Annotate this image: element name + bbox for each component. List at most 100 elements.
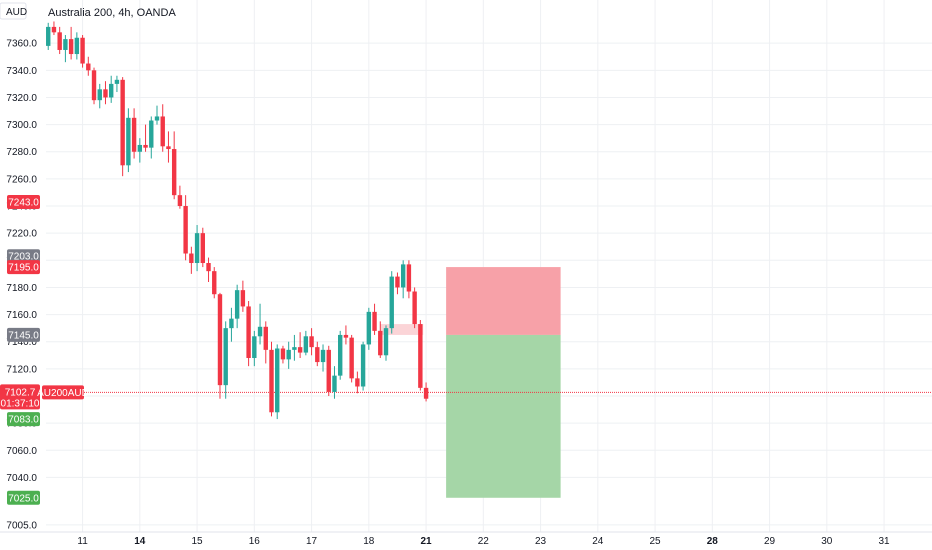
time-tick-label: 30 xyxy=(821,536,833,547)
candle-body xyxy=(412,291,417,325)
price-tick-label: 7280.0 xyxy=(6,147,37,158)
currency-box[interactable] xyxy=(0,2,27,20)
price-badge-text: 7083.0 xyxy=(8,415,39,426)
candle-body xyxy=(252,336,257,359)
time-tick-label: 29 xyxy=(764,536,776,547)
candle-body xyxy=(389,276,394,329)
price-badge-text: 7243.0 xyxy=(8,197,39,208)
candle-body xyxy=(229,318,234,329)
candle-body xyxy=(275,348,280,413)
price-badge-bg xyxy=(7,490,40,505)
price-badge-bg xyxy=(7,260,40,275)
price-badge-red[interactable]: 7243.0 xyxy=(7,194,40,209)
candle-down xyxy=(343,325,349,345)
candle-body xyxy=(137,144,143,152)
current-price-text: 7102.7 xyxy=(5,387,36,398)
candle-up xyxy=(137,138,143,163)
candle-down xyxy=(240,280,246,312)
time-tick-label: 22 xyxy=(478,536,490,547)
candle-body xyxy=(423,387,429,399)
resistance-zone[interactable] xyxy=(380,324,424,335)
candle-body xyxy=(160,116,165,147)
candle-up xyxy=(360,341,366,391)
candlestick-series xyxy=(46,21,429,420)
candle-down xyxy=(91,67,97,105)
candle-down xyxy=(280,345,286,364)
price-badge-green[interactable]: 7083.0 xyxy=(7,412,40,427)
symbol-badge-text: AU200AUD xyxy=(37,388,89,399)
take-profit-zone[interactable] xyxy=(446,334,561,498)
candle-body xyxy=(114,79,120,84)
candle-down xyxy=(349,334,354,383)
candle-body xyxy=(109,83,114,98)
candle-body xyxy=(297,347,303,353)
price-badge-gray[interactable]: 7203.0 xyxy=(7,249,40,264)
symbol-badge-bg xyxy=(42,385,84,400)
candle-body xyxy=(223,328,228,386)
candle-down xyxy=(103,81,108,105)
candle-body xyxy=(418,324,423,388)
candle-body xyxy=(269,349,274,413)
price-tick-label: 7060.0 xyxy=(6,446,37,457)
time-axis[interactable]: 11 14 15 16 17 18 21 22 23 24 25 28 29 30 31 xyxy=(77,536,890,547)
candle-body xyxy=(177,195,183,207)
candle-down xyxy=(418,320,423,391)
candle-body xyxy=(332,375,337,392)
candle-down xyxy=(200,227,205,268)
price-tick-label: 7160.0 xyxy=(6,310,37,321)
candle-body xyxy=(80,37,85,64)
price-tick-label: 7320.0 xyxy=(6,93,37,104)
price-badge-gray[interactable]: 7145.0 xyxy=(7,327,40,342)
time-tick-label: 18 xyxy=(363,536,375,547)
price-badge-green[interactable]: 7025.0 xyxy=(7,490,40,505)
price-tick-label: 7005.0 xyxy=(6,520,37,531)
candle-body xyxy=(46,26,51,46)
candle-up xyxy=(286,341,291,369)
stop-loss-zone[interactable] xyxy=(446,267,561,335)
currency-label[interactable]: AUD xyxy=(6,7,27,18)
candle-up xyxy=(97,83,102,109)
candle-up xyxy=(234,284,240,329)
candle-down xyxy=(378,321,383,359)
candle-up xyxy=(194,225,200,272)
candle-body xyxy=(360,344,366,387)
price-badge-text: 7203.0 xyxy=(8,252,39,263)
candle-down xyxy=(68,26,74,60)
time-tick-label: 31 xyxy=(879,536,891,547)
candle-body xyxy=(183,206,188,254)
price-tick-label: 7300.0 xyxy=(6,120,37,131)
candle-body xyxy=(355,378,360,387)
chart-grid xyxy=(46,0,932,532)
candle-body xyxy=(212,271,217,295)
candle-body xyxy=(326,349,331,392)
candle-body xyxy=(378,330,383,356)
price-badge-red[interactable]: 7195.0 xyxy=(7,260,40,275)
candle-down xyxy=(315,341,320,367)
candle-down xyxy=(131,108,137,159)
candle-up xyxy=(366,307,372,350)
candle-down xyxy=(406,260,412,299)
candle-down xyxy=(395,272,400,295)
candle-body xyxy=(383,328,389,356)
candle-up xyxy=(320,344,326,372)
time-tick-label: 11 xyxy=(77,536,88,547)
candle-body xyxy=(372,311,377,331)
candle-body xyxy=(349,337,354,379)
price-tick-label: 7340.0 xyxy=(6,66,37,77)
candle-up xyxy=(74,32,80,60)
candle-body xyxy=(74,37,80,55)
candle-down xyxy=(217,292,223,399)
candle-body xyxy=(86,63,91,71)
candle-body xyxy=(309,336,314,348)
candle-down xyxy=(143,124,148,152)
candle-body xyxy=(91,70,97,101)
time-tick-label: 23 xyxy=(535,536,547,547)
candle-down xyxy=(80,35,85,68)
candle-down xyxy=(297,332,303,359)
candle-body xyxy=(292,347,297,350)
candle-body xyxy=(280,348,286,360)
candle-body xyxy=(217,294,223,386)
candle-body xyxy=(338,334,343,376)
